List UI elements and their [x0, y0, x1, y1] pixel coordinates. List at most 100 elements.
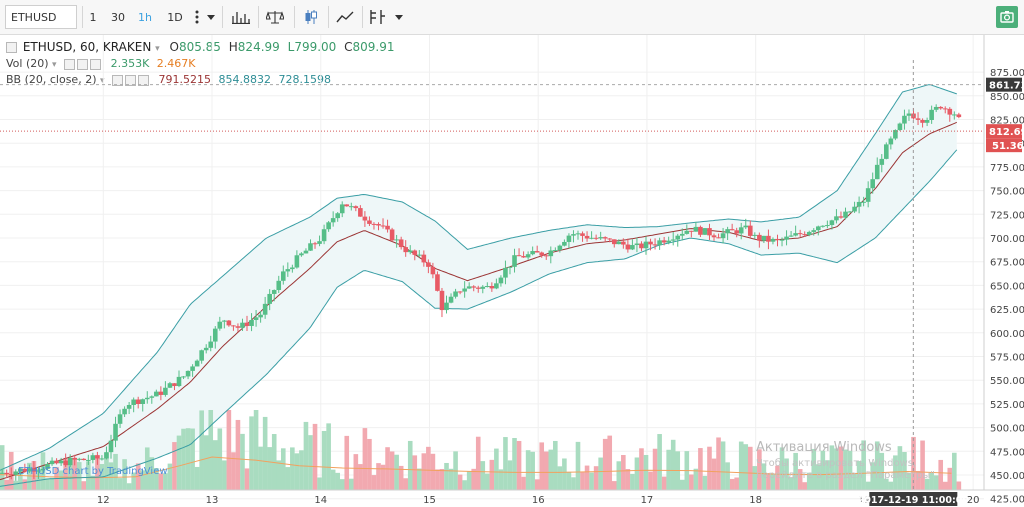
volume-bar	[172, 442, 177, 490]
price-tick-label: 750.00	[990, 187, 1024, 198]
volume-bar	[734, 477, 739, 490]
candle-body	[49, 460, 55, 465]
candle-body	[720, 233, 726, 239]
time-tick-label: 18	[749, 495, 762, 506]
candle-body	[815, 226, 821, 231]
volume-bar	[657, 434, 662, 490]
legend-symbol[interactable]: ETHUSD, 60, KRAKEN	[22, 40, 152, 54]
candle-body	[276, 280, 282, 291]
settings-icon[interactable]	[77, 58, 89, 70]
candle-body	[679, 233, 685, 236]
candle-body	[598, 237, 603, 239]
dropdown-icon[interactable]	[392, 5, 406, 29]
volume-bar	[485, 473, 490, 490]
chevron-down-icon[interactable]: ▾	[100, 76, 105, 86]
candle-body	[4, 472, 10, 475]
volume-bar	[729, 478, 735, 490]
price-tick-label: 850.00	[990, 92, 1024, 103]
volume-bar	[602, 438, 608, 490]
volume-bar	[512, 438, 517, 490]
time-tick-label: 20	[967, 495, 980, 506]
candle-body	[942, 108, 948, 110]
camera-icon[interactable]	[996, 6, 1018, 28]
candle-body	[806, 231, 812, 236]
candle-body	[593, 237, 599, 239]
volume-bar	[258, 446, 263, 490]
volume-bar	[362, 428, 368, 490]
candle-body	[466, 286, 472, 289]
candle-body	[280, 271, 286, 281]
candle-body	[933, 106, 939, 110]
legend-vol-label[interactable]: Vol (20)	[6, 57, 49, 70]
volume-bar	[489, 459, 495, 490]
legend-bb-label[interactable]: BB (20, close, 2)	[6, 73, 97, 86]
candle-body	[317, 241, 322, 244]
candle-body	[158, 391, 164, 395]
volume-bar	[235, 419, 241, 490]
chart-credit-link[interactable]: ETHUSD chart by TradingView	[18, 466, 168, 477]
volume-bar	[376, 463, 381, 490]
candle-body	[330, 218, 336, 223]
dropdown-icon[interactable]	[204, 5, 218, 29]
candle-body	[761, 235, 767, 241]
candle-body	[348, 206, 354, 208]
candle-body	[865, 188, 871, 202]
close-icon[interactable]	[90, 58, 102, 70]
volume-bar	[421, 453, 427, 490]
volume-bar	[280, 448, 286, 490]
interval-button-30[interactable]: 30	[111, 10, 125, 24]
candle-body	[829, 220, 835, 226]
candle-body	[303, 250, 309, 254]
toolbar-divider	[258, 6, 259, 28]
compare-scales-icon[interactable]	[262, 5, 288, 29]
candle-body	[507, 266, 513, 268]
candle-body	[707, 228, 712, 236]
interval-button-1[interactable]: 1	[89, 10, 97, 24]
eye-icon[interactable]	[64, 58, 76, 70]
settings-icon[interactable]	[125, 74, 137, 86]
candle-body	[462, 288, 467, 292]
candle-body	[231, 325, 236, 327]
candles-icon[interactable]	[298, 5, 324, 29]
bars-icon[interactable]	[228, 5, 254, 29]
volume-bar	[534, 479, 540, 490]
price-tick-label: 425.00	[990, 495, 1024, 506]
toolbar-divider	[328, 6, 329, 28]
interval-button-1d[interactable]: 1D	[167, 10, 183, 24]
volume-bar	[562, 458, 567, 490]
price-tick-label: 725.00	[990, 210, 1024, 221]
close-icon[interactable]	[138, 74, 150, 86]
candle-body	[267, 293, 272, 304]
volume-bar	[412, 455, 418, 490]
collapse-icon[interactable]	[6, 42, 17, 53]
volume-bar	[689, 474, 694, 490]
candle-body	[648, 241, 653, 245]
candle-body	[607, 238, 613, 240]
volume-bar	[398, 465, 404, 490]
chevron-down-icon[interactable]: ▾	[52, 60, 57, 70]
price-tick-label: 875.00	[990, 68, 1024, 79]
volume-bar	[716, 437, 721, 490]
candle-body	[407, 250, 413, 253]
volume-bar	[303, 421, 309, 490]
volume-bar	[448, 468, 454, 490]
price-tick-label: 525.00	[990, 400, 1024, 411]
volume-bar	[584, 465, 590, 490]
volume-bar	[435, 469, 440, 490]
line-icon[interactable]	[332, 5, 358, 29]
eye-icon[interactable]	[112, 74, 124, 86]
candle-body	[675, 235, 681, 240]
indicators-icon[interactable]	[364, 5, 390, 29]
candle-body	[498, 277, 504, 284]
candle-body	[625, 244, 631, 250]
time-tick-label: 16	[532, 495, 545, 506]
time-tick-label: 17	[641, 495, 654, 506]
volume-bar	[394, 454, 399, 490]
interval-button-1h[interactable]: 1h	[138, 10, 152, 24]
legend-bb-row: BB (20, close, 2) ▾ 791.5215 854.8832 72…	[6, 73, 331, 86]
volume-bar	[684, 451, 690, 490]
chevron-down-icon[interactable]: ▾	[155, 44, 160, 54]
symbol-input[interactable]: ETHUSD	[5, 5, 77, 29]
more-vertical-icon[interactable]	[190, 5, 204, 29]
candle-body	[421, 254, 427, 263]
